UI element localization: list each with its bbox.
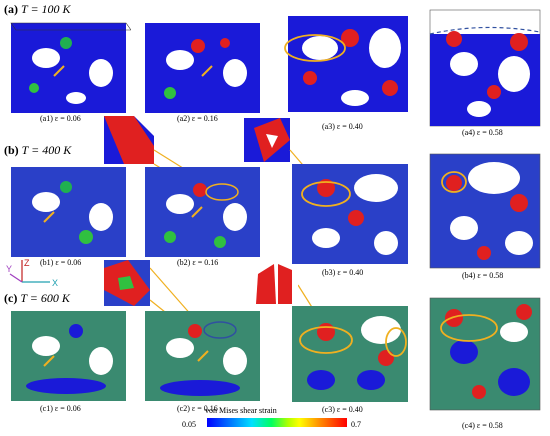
x-axis-label: X [52,278,58,288]
row-label-b: (b) T = 400 K [4,143,71,158]
inset-b2-zoom [104,116,154,164]
caption-a3: (a3) ε = 0.40 [322,122,363,131]
axes-triad: Z X Y [6,258,58,288]
row-temp-b: T = 400 K [21,143,72,157]
caption-b4: (b4) ε = 0.58 [462,271,504,280]
caption-c1: (c1) ε = 0.06 [40,404,81,413]
row-tag-a: (a) [4,2,18,16]
y-axis-line [9,273,23,283]
panel-a4 [429,9,541,127]
panel-a3 [284,16,408,112]
row-temp-c: T = 600 K [20,291,70,305]
row-temp-a: T = 100 K [21,2,71,16]
caption-a2: (a2) ε = 0.16 [177,114,218,123]
caption-b3: (b3) ε = 0.40 [322,268,364,277]
y-axis-label: Y [6,264,12,274]
row-label-c: (c) T = 600 K [4,291,70,306]
row-tag-b: (b) [4,143,19,157]
panel-a1 [10,22,131,113]
colorbar-title: von Mises shear strain [205,406,277,415]
caption-a1: (a1) ε = 0.06 [40,114,81,123]
colorbar-max: 0.7 [351,420,361,429]
caption-c3: (c3) ε = 0.40 [322,405,363,414]
inset-c2-zoom [104,260,150,306]
panel-b1 [11,167,126,257]
z-axis-label: Z [24,258,30,268]
caption-c2: (c2) ε = 0.16 [177,404,218,413]
panel-c2 [145,311,260,401]
panel-b4 [429,153,541,269]
panel-b3 [292,164,408,264]
panel-c1 [11,311,126,401]
row-label-a: (a) T = 100 K [4,2,71,17]
inset-b3-zoom [244,118,290,162]
caption-a4: (a4) ε = 0.58 [462,128,503,137]
row-tag-c: (c) [4,291,18,305]
caption-c4: (c4) ε = 0.58 [462,421,503,430]
panel-b2 [145,167,260,257]
panel-c3 [292,306,408,402]
panel-a2 [145,23,260,113]
colorbar [207,418,347,427]
caption-b2: (b2) ε = 0.16 [177,258,219,267]
panel-c4 [429,297,541,411]
colorbar-min: 0.05 [182,420,196,429]
caption-b1: (b1) ε = 0.06 [40,258,82,267]
inset-c3-zoom [252,264,298,304]
